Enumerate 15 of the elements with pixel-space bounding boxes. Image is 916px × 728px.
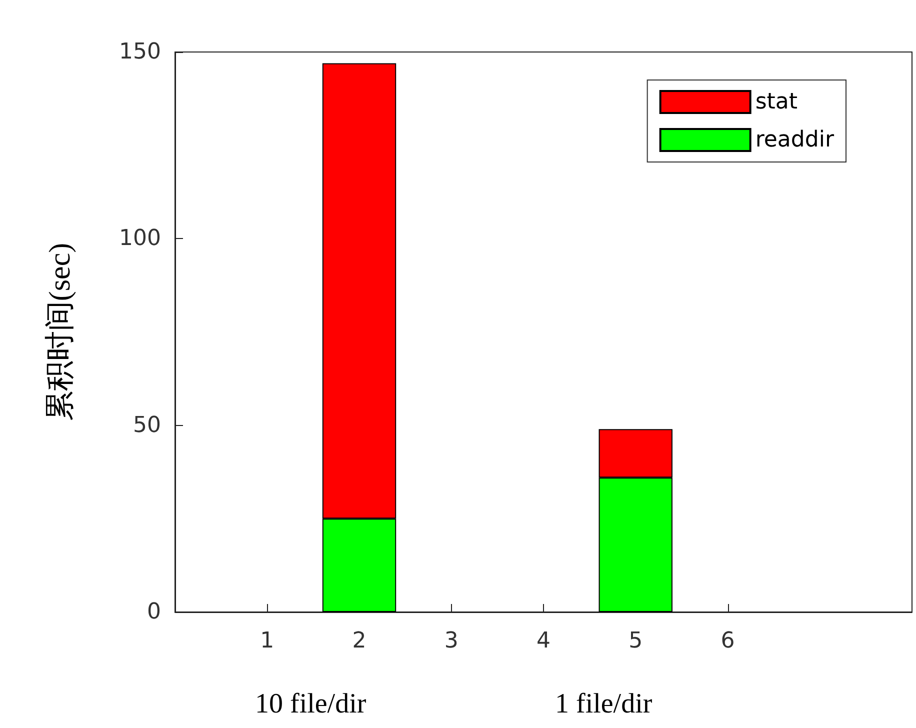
- x-tick-label: 4: [536, 628, 550, 654]
- legend-label: readdir: [755, 128, 835, 152]
- y-tick-label: 100: [119, 226, 161, 252]
- y-axis-title: 累积时间(sec): [44, 242, 76, 422]
- x-tick-label: 1: [260, 628, 274, 654]
- text: 1 file/dir: [555, 688, 653, 720]
- y-tick-label: 50: [133, 412, 161, 438]
- legend-label: stat: [755, 90, 798, 114]
- x-tick-label: 5: [628, 628, 643, 654]
- y-tick-label: 0: [147, 600, 161, 624]
- x-tick-label: 6: [720, 628, 735, 654]
- y-tick-label: 150: [119, 40, 161, 64]
- text: 10 file/dir: [255, 688, 367, 720]
- x-tick-label: 3: [444, 628, 458, 654]
- x-tick-label: 2: [352, 628, 366, 654]
